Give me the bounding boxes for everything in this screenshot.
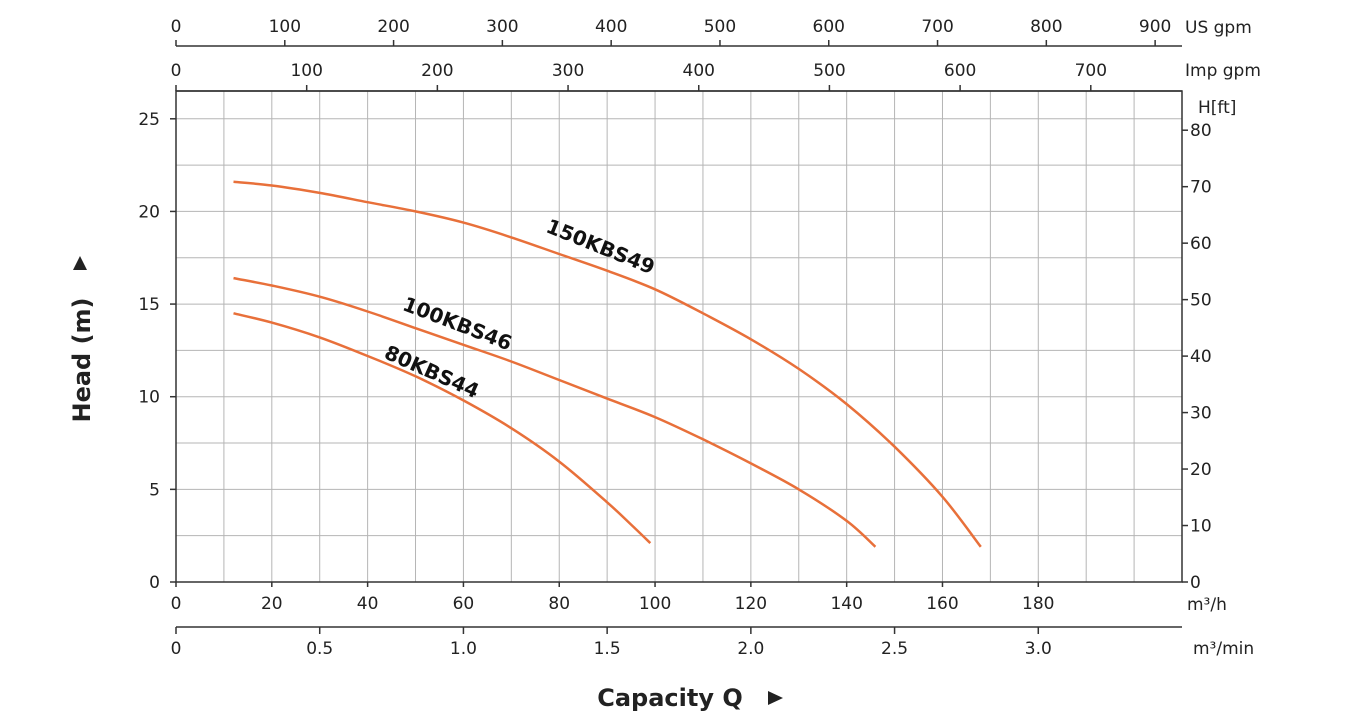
top-us-tick-label: 600 bbox=[813, 17, 845, 37]
x-min-tick-label: 1.5 bbox=[594, 639, 621, 659]
top-imp-tick-label: 0 bbox=[171, 61, 182, 81]
x-tick-label: 100 bbox=[639, 594, 671, 614]
y-tick-label: 20 bbox=[138, 202, 160, 222]
right-tick-label: 10 bbox=[1190, 517, 1212, 537]
top-imp-tick-label: 400 bbox=[683, 61, 715, 81]
top-imp-unit-label: Imp gpm bbox=[1185, 61, 1261, 81]
pump-performance-chart: 0 100 200 300 400 500 600 700 800 9000 100 200 300 40… bbox=[0, 0, 1352, 718]
x-min-tick-label: 0 bbox=[171, 639, 182, 659]
x-min-tick-label: 2.5 bbox=[881, 639, 908, 659]
x-tick-label: 120 bbox=[735, 594, 767, 614]
curve-80KBS44 bbox=[234, 313, 651, 543]
x-tick-label: 140 bbox=[830, 594, 862, 614]
y-tick-label: 0 bbox=[149, 573, 160, 593]
right-tick-label: 80 bbox=[1190, 121, 1212, 141]
x-min-tick-label: 3.0 bbox=[1025, 639, 1052, 659]
top-imp-tick-label: 600 bbox=[944, 61, 976, 81]
x-axis-arrow-icon bbox=[768, 691, 783, 705]
right-tick-label: 50 bbox=[1190, 291, 1212, 311]
top-imp-tick-label: 500 bbox=[813, 61, 845, 81]
top-imp-tick-label: 300 bbox=[552, 61, 584, 81]
x-tick-label: 0 bbox=[171, 594, 182, 614]
y-tick-label: 5 bbox=[149, 480, 160, 500]
right-tick-label: 30 bbox=[1190, 404, 1212, 424]
right-tick-label: 0 bbox=[1190, 573, 1201, 593]
right-tick-label: 70 bbox=[1190, 178, 1212, 198]
y-axis-arrow-icon bbox=[73, 256, 87, 270]
top-us-tick-label: 200 bbox=[377, 17, 409, 37]
curve-label-100KBS46: 100KBS46 bbox=[400, 292, 516, 356]
right-tick-label: 20 bbox=[1190, 460, 1212, 480]
top-us-tick-label: 400 bbox=[595, 17, 627, 37]
x-min-tick-label: 1.0 bbox=[450, 639, 477, 659]
top-imp-tick-label: 200 bbox=[421, 61, 453, 81]
x-axis-title: Capacity Q bbox=[597, 684, 743, 712]
top-us-tick-label: 800 bbox=[1030, 17, 1062, 37]
x-tick-label: 160 bbox=[926, 594, 958, 614]
x-min-unit-label: m³/min bbox=[1193, 639, 1254, 659]
x-tick-label: 180 bbox=[1022, 594, 1054, 614]
y-tick-label: 15 bbox=[138, 295, 160, 315]
top-imp-tick-label: 700 bbox=[1075, 61, 1107, 81]
top-imp-tick-label: 100 bbox=[290, 61, 322, 81]
x-tick-label: 20 bbox=[261, 594, 283, 614]
right-tick-label: 60 bbox=[1190, 234, 1212, 254]
top-us-tick-label: 0 bbox=[171, 17, 182, 37]
curve-100KBS46 bbox=[234, 278, 876, 547]
x-unit-label: m³/h bbox=[1187, 595, 1227, 615]
top-us-tick-label: 700 bbox=[921, 17, 953, 37]
top-us-tick-label: 500 bbox=[704, 17, 736, 37]
x-tick-label: 80 bbox=[548, 594, 570, 614]
x-min-tick-label: 0.5 bbox=[306, 639, 333, 659]
right-tick-label: 40 bbox=[1190, 347, 1212, 367]
y-tick-label: 10 bbox=[138, 388, 160, 408]
axes bbox=[170, 40, 1188, 634]
x-tick-label: 40 bbox=[357, 594, 379, 614]
top-us-tick-label: 900 bbox=[1139, 17, 1171, 37]
top-us-tick-label: 300 bbox=[486, 17, 518, 37]
x-min-tick-label: 2.0 bbox=[737, 639, 764, 659]
right-axis-unit-label: H[ft] bbox=[1198, 98, 1236, 118]
y-tick-label: 25 bbox=[138, 110, 160, 130]
top-us-tick-label: 100 bbox=[269, 17, 301, 37]
curve-label-80KBS44: 80KBS44 bbox=[381, 340, 483, 403]
grid bbox=[176, 91, 1182, 582]
x-tick-label: 60 bbox=[453, 594, 475, 614]
y-axis-title: Head (m) bbox=[68, 297, 96, 422]
top-us-unit-label: US gpm bbox=[1185, 18, 1252, 38]
